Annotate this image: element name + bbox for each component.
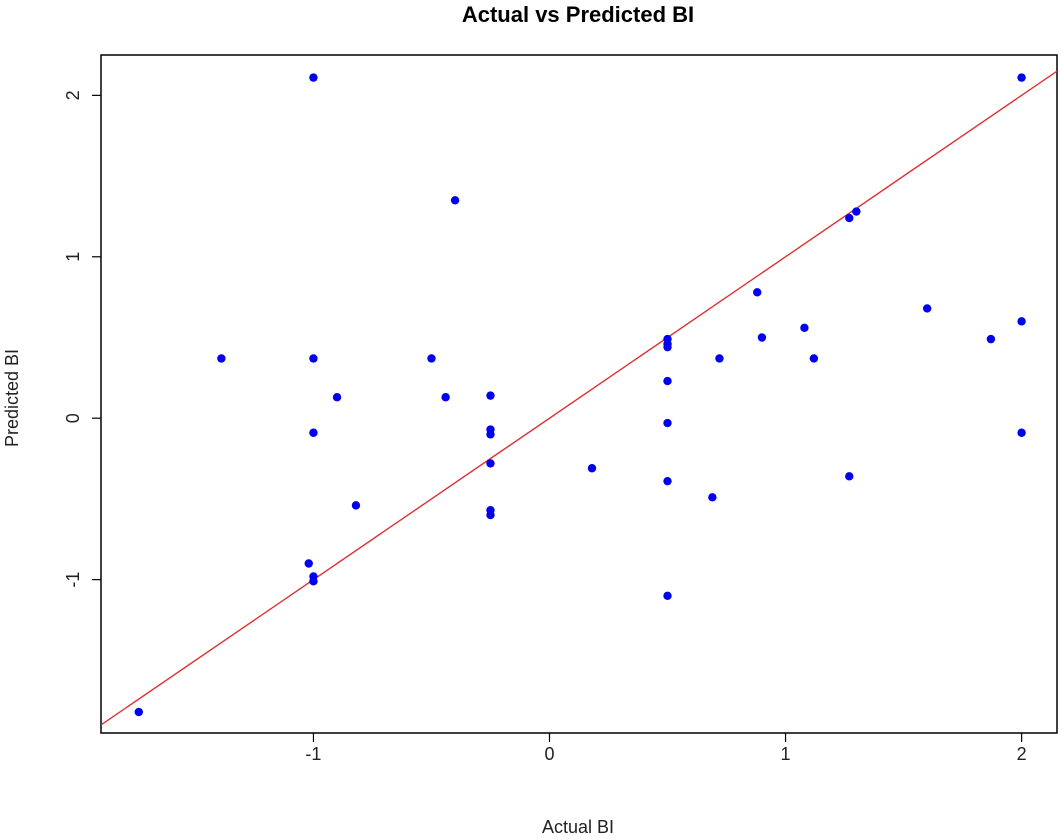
data-point [663, 591, 672, 600]
data-point [351, 501, 361, 510]
data-point [852, 207, 861, 216]
data-point [845, 472, 854, 481]
data-point [663, 376, 672, 386]
y-axis-label: Predicted BI [2, 349, 22, 447]
data-point [663, 418, 672, 428]
data-point [332, 393, 342, 402]
x-tick-label: 1 [781, 744, 791, 764]
chart-title: Actual vs Predicted BI [462, 2, 694, 27]
data-point [753, 288, 762, 297]
data-point [450, 196, 460, 205]
data-point [309, 428, 318, 437]
data-point [715, 354, 724, 363]
reference-line [101, 70, 1057, 726]
data-point [309, 354, 318, 363]
data-point [441, 393, 450, 402]
x-tick-label: -1 [305, 744, 321, 764]
data-point [663, 476, 672, 486]
x-axis: -1 0 1 2 [305, 733, 1027, 764]
data-point [757, 333, 767, 342]
x-tick-label: 0 [544, 744, 554, 764]
y-tick-label: 1 [63, 252, 83, 262]
data-point [309, 73, 318, 82]
data-point [1017, 73, 1026, 82]
data-point [217, 354, 226, 363]
data-point [486, 430, 495, 439]
data-point [486, 459, 495, 468]
data-point [309, 577, 318, 586]
data-point [845, 213, 854, 223]
data-point [986, 334, 996, 344]
data-point [922, 304, 932, 313]
data-point [809, 354, 819, 363]
plot-frame [100, 54, 1058, 734]
data-point [800, 323, 809, 333]
data-points [134, 73, 1026, 717]
data-point [486, 510, 495, 520]
y-tick-label: 0 [63, 413, 83, 423]
x-tick-label: 2 [1017, 744, 1027, 764]
y-tick-label: 2 [63, 90, 83, 100]
data-point [304, 559, 313, 568]
data-point [1017, 317, 1026, 326]
x-axis-label: Actual BI [542, 817, 614, 837]
data-point [486, 391, 495, 400]
data-point [427, 354, 436, 363]
data-point [587, 464, 597, 473]
data-point [708, 493, 717, 502]
data-point [663, 342, 672, 352]
y-axis: -1 0 1 2 [63, 90, 101, 588]
data-point [134, 707, 143, 717]
y-tick-label: -1 [63, 572, 83, 588]
reference-line-layer [101, 70, 1057, 726]
data-point [1017, 428, 1026, 437]
